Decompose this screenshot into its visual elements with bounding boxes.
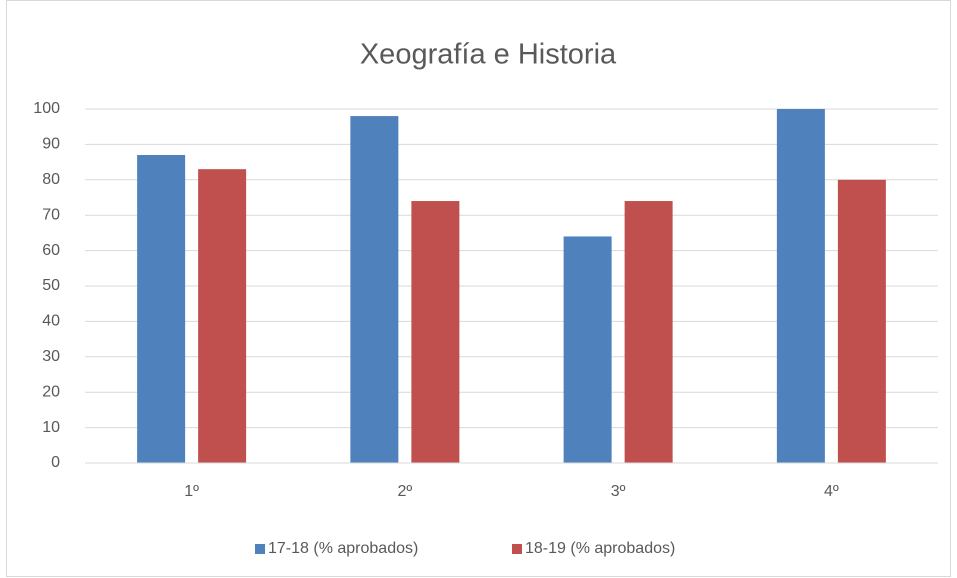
bar bbox=[837, 179, 886, 464]
y-tick-label: 20 bbox=[42, 383, 60, 400]
legend-label: 17-18 (% aprobados) bbox=[268, 540, 418, 557]
legend-label: 18-19 (% aprobados) bbox=[525, 540, 675, 557]
x-tick-label: 2º bbox=[398, 483, 413, 500]
x-tick-label: 4º bbox=[824, 483, 839, 500]
bar bbox=[198, 169, 247, 463]
y-tick-label: 60 bbox=[42, 242, 60, 259]
bar bbox=[624, 201, 673, 464]
y-tick-label: 40 bbox=[42, 313, 60, 330]
y-tick-label: 0 bbox=[51, 454, 60, 471]
y-tick-label: 100 bbox=[33, 100, 60, 117]
y-tick-label: 10 bbox=[42, 419, 60, 436]
bar bbox=[776, 109, 825, 463]
y-tick-label: 90 bbox=[42, 136, 60, 153]
x-tick-label: 3º bbox=[611, 483, 626, 500]
y-tick-label: 30 bbox=[42, 348, 60, 365]
chart-title: Xeografía e Historia bbox=[360, 39, 617, 71]
legend-swatch bbox=[512, 544, 522, 554]
y-tick-label: 70 bbox=[42, 206, 60, 223]
bar bbox=[563, 236, 612, 463]
bar bbox=[411, 201, 460, 464]
legend-swatch bbox=[255, 544, 265, 554]
bar bbox=[350, 116, 399, 463]
y-tick-label: 50 bbox=[42, 277, 60, 294]
bar bbox=[137, 155, 186, 463]
y-tick-label: 80 bbox=[42, 171, 60, 188]
x-tick-label: 1º bbox=[184, 483, 199, 500]
